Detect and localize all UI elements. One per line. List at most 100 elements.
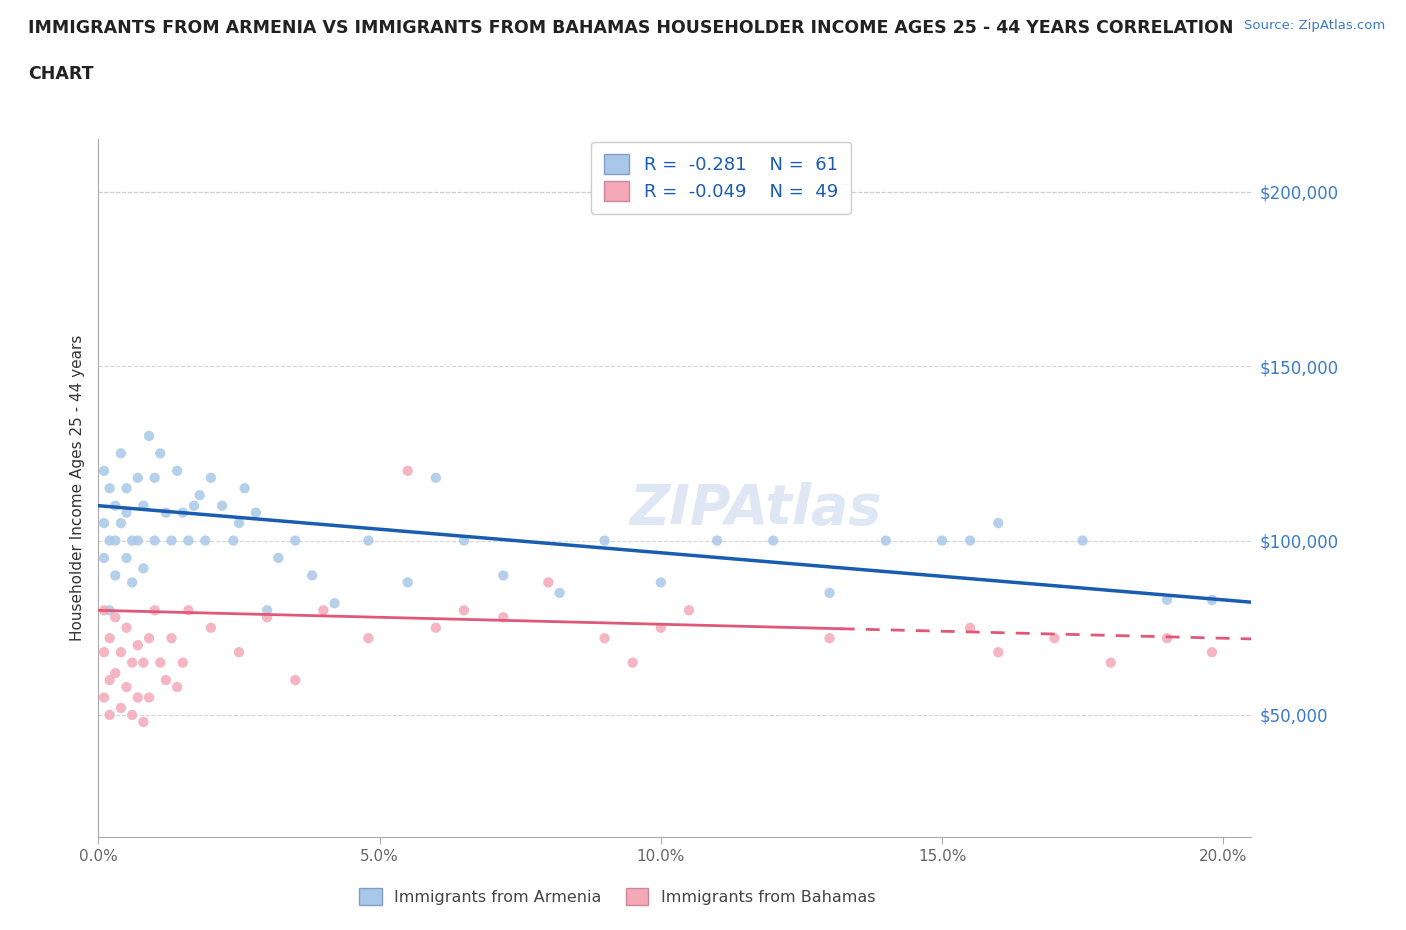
- Text: ZIPAtlas: ZIPAtlas: [630, 482, 882, 537]
- Point: [104, 666, 127, 681]
- Point: [121, 708, 143, 723]
- Point: [818, 631, 841, 645]
- Point: [245, 505, 267, 520]
- Point: [548, 586, 571, 601]
- Point: [650, 575, 672, 590]
- Point: [98, 481, 121, 496]
- Point: [149, 445, 172, 460]
- Point: [155, 505, 177, 520]
- Point: [93, 690, 115, 705]
- Point: [222, 533, 245, 548]
- Point: [115, 551, 138, 565]
- Point: [98, 533, 121, 548]
- Point: [650, 620, 672, 635]
- Point: [621, 655, 644, 670]
- Point: [453, 533, 475, 548]
- Point: [115, 680, 138, 695]
- Point: [987, 515, 1010, 530]
- Point: [959, 533, 981, 548]
- Point: [110, 700, 132, 715]
- Point: [1201, 592, 1223, 607]
- Point: [228, 515, 250, 530]
- Point: [93, 515, 115, 530]
- Point: [143, 603, 166, 618]
- Point: [143, 533, 166, 548]
- Point: [115, 505, 138, 520]
- Point: [93, 463, 115, 478]
- Point: [678, 603, 700, 618]
- Point: [188, 487, 211, 502]
- Point: [110, 644, 132, 659]
- Point: [98, 603, 121, 618]
- Point: [132, 655, 155, 670]
- Point: [127, 690, 149, 705]
- Point: [104, 533, 127, 548]
- Point: [172, 505, 194, 520]
- Point: [160, 631, 183, 645]
- Point: [593, 533, 616, 548]
- Point: [93, 603, 115, 618]
- Point: [1043, 631, 1066, 645]
- Point: [537, 575, 560, 590]
- Point: [312, 603, 335, 618]
- Point: [1201, 644, 1223, 659]
- Point: [121, 655, 143, 670]
- Point: [104, 498, 127, 513]
- Point: [323, 596, 346, 611]
- Point: [301, 568, 323, 583]
- Point: [166, 680, 188, 695]
- Point: [177, 603, 200, 618]
- Point: [172, 655, 194, 670]
- Point: [875, 533, 897, 548]
- Point: [127, 471, 149, 485]
- Point: [396, 463, 419, 478]
- Point: [453, 603, 475, 618]
- Point: [1156, 631, 1178, 645]
- Point: [93, 644, 115, 659]
- Point: [284, 672, 307, 687]
- Point: [166, 463, 188, 478]
- Point: [98, 708, 121, 723]
- Point: [98, 631, 121, 645]
- Point: [143, 471, 166, 485]
- Point: [138, 690, 160, 705]
- Text: Source: ZipAtlas.com: Source: ZipAtlas.com: [1244, 19, 1385, 32]
- Point: [93, 551, 115, 565]
- Point: [138, 631, 160, 645]
- Point: [98, 672, 121, 687]
- Point: [104, 610, 127, 625]
- Point: [110, 445, 132, 460]
- Point: [115, 481, 138, 496]
- Point: [492, 568, 515, 583]
- Point: [155, 672, 177, 687]
- Point: [115, 620, 138, 635]
- Point: [149, 655, 172, 670]
- Point: [425, 620, 447, 635]
- Point: [228, 644, 250, 659]
- Point: [492, 610, 515, 625]
- Text: IMMIGRANTS FROM ARMENIA VS IMMIGRANTS FROM BAHAMAS HOUSEHOLDER INCOME AGES 25 - : IMMIGRANTS FROM ARMENIA VS IMMIGRANTS FR…: [28, 19, 1233, 36]
- Text: CHART: CHART: [28, 65, 94, 83]
- Point: [121, 575, 143, 590]
- Point: [1071, 533, 1094, 548]
- Point: [177, 533, 200, 548]
- Point: [987, 644, 1010, 659]
- Point: [706, 533, 728, 548]
- Point: [357, 533, 380, 548]
- Point: [121, 533, 143, 548]
- Point: [104, 568, 127, 583]
- Point: [183, 498, 205, 513]
- Y-axis label: Householder Income Ages 25 - 44 years: Householder Income Ages 25 - 44 years: [70, 335, 86, 642]
- Point: [931, 533, 953, 548]
- Point: [211, 498, 233, 513]
- Point: [256, 603, 278, 618]
- Point: [138, 429, 160, 444]
- Point: [396, 575, 419, 590]
- Point: [200, 620, 222, 635]
- Point: [127, 533, 149, 548]
- Point: [762, 533, 785, 548]
- Point: [110, 515, 132, 530]
- Point: [132, 498, 155, 513]
- Legend: Immigrants from Armenia, Immigrants from Bahamas: Immigrants from Armenia, Immigrants from…: [352, 880, 883, 912]
- Point: [1099, 655, 1122, 670]
